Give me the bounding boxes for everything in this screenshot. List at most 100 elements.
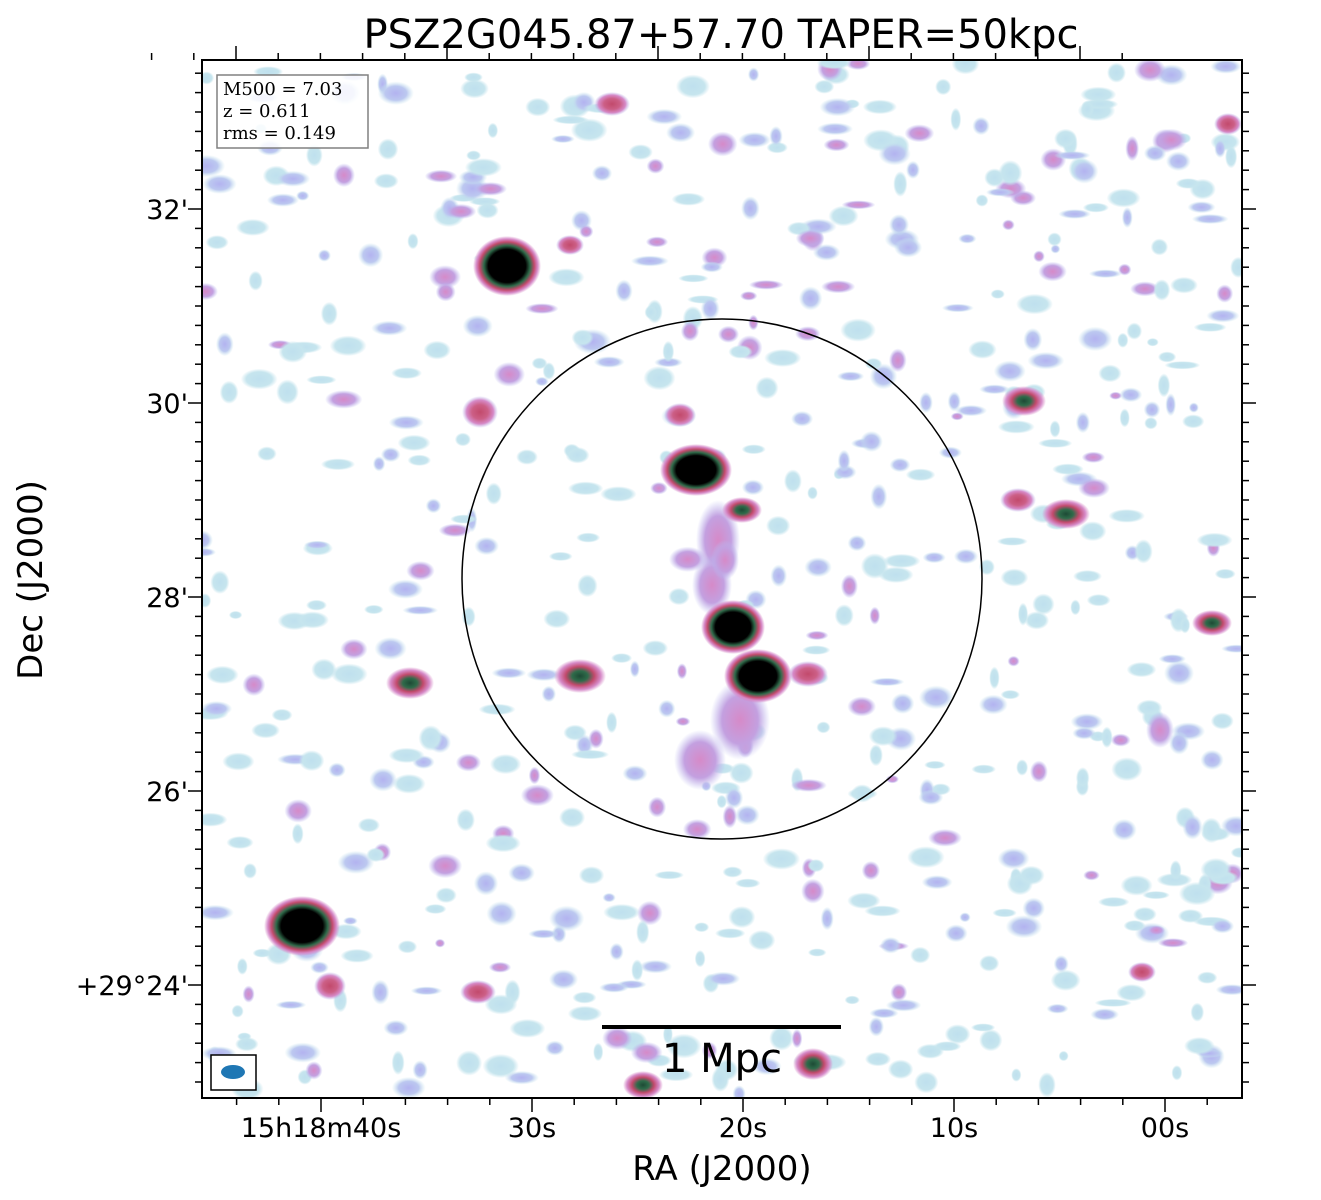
emission-speckle bbox=[1144, 417, 1158, 430]
emission-speckle bbox=[306, 599, 327, 611]
emission-speckle bbox=[770, 564, 788, 588]
emission-speckle bbox=[950, 412, 964, 421]
emission-speckle bbox=[1200, 857, 1232, 882]
emission-speckle bbox=[369, 767, 398, 792]
info-m500: M500 = 7.03 bbox=[223, 79, 342, 100]
y-tick-label: +29°24' bbox=[76, 971, 188, 1002]
emission-speckle bbox=[482, 1053, 519, 1079]
emission-speckle bbox=[1038, 1072, 1056, 1098]
emission-speckle bbox=[798, 286, 823, 311]
emission-speckle bbox=[486, 901, 517, 927]
emission-speckle bbox=[333, 163, 355, 188]
y-axis-label: Dec (J2000) bbox=[11, 480, 51, 680]
emission-speckle bbox=[311, 658, 337, 681]
emission-speckle bbox=[1080, 100, 1095, 118]
emission-speckle bbox=[950, 107, 962, 131]
emission-speckle bbox=[834, 604, 854, 627]
emission-speckle bbox=[642, 640, 669, 657]
emission-speckle bbox=[528, 766, 541, 785]
radio-source bbox=[554, 659, 606, 693]
emission-speckle bbox=[296, 611, 329, 629]
emission-speckle bbox=[305, 1061, 323, 1080]
emission-speckle bbox=[951, 60, 980, 75]
emission-speckle bbox=[202, 530, 213, 550]
emission-speckle bbox=[864, 357, 883, 370]
emission-speckle bbox=[251, 722, 280, 739]
emission-speckle bbox=[484, 994, 518, 1015]
scale-bar-label: 1 Mpc bbox=[662, 1036, 782, 1082]
emission-speckle bbox=[639, 959, 672, 974]
emission-speckle bbox=[571, 329, 594, 347]
emission-speckle bbox=[1111, 757, 1143, 782]
emission-speckle bbox=[890, 983, 908, 1002]
emission-speckle bbox=[609, 942, 624, 961]
emission-speckle bbox=[666, 1033, 702, 1059]
x-tick-label: 30s bbox=[508, 1113, 556, 1144]
emission-speckle bbox=[675, 716, 691, 727]
emission-speckle bbox=[891, 693, 915, 714]
emission-speckle bbox=[1157, 373, 1171, 398]
emission-speckle bbox=[1033, 250, 1045, 263]
emission-speckle bbox=[662, 1024, 673, 1045]
emission-speckle bbox=[1078, 521, 1107, 542]
emission-speckle bbox=[678, 274, 709, 283]
emission-speckle bbox=[438, 523, 472, 538]
emission-speckle bbox=[487, 122, 499, 139]
emission-speckle bbox=[455, 753, 482, 772]
emission-speckle bbox=[722, 866, 743, 878]
emission-speckle bbox=[235, 218, 270, 236]
emission-speckle bbox=[997, 420, 1035, 434]
emission-speckle bbox=[567, 1005, 603, 1022]
emission-speckle bbox=[628, 144, 653, 161]
radio-source bbox=[724, 649, 792, 703]
emission-speckle bbox=[1046, 1003, 1069, 1014]
emission-speckle bbox=[918, 789, 944, 806]
radio-source bbox=[1002, 386, 1046, 416]
emission-speckle bbox=[391, 1050, 405, 1075]
axis-ticks bbox=[150, 46, 1256, 1112]
emission-speckle bbox=[202, 904, 234, 921]
emission-speckle bbox=[790, 778, 827, 792]
x-tick-label: 10s bbox=[930, 1113, 978, 1144]
emission-speckle bbox=[717, 325, 740, 343]
emission-speckle bbox=[868, 726, 898, 747]
radio-source bbox=[1214, 113, 1242, 135]
emission-speckle bbox=[1080, 86, 1117, 103]
emission-speckle bbox=[364, 604, 384, 615]
emission-speckle bbox=[914, 1071, 939, 1094]
x-axis: 15h18m40s 30s 20s 10s 00s RA (J2000) bbox=[241, 1113, 1190, 1189]
emission-speckle bbox=[997, 847, 1030, 870]
emission-speckle bbox=[1054, 150, 1091, 160]
emission-speckle bbox=[525, 303, 559, 314]
emission-speckle bbox=[1184, 1037, 1215, 1055]
emission-speckle bbox=[424, 169, 458, 183]
emission-speckle bbox=[860, 553, 889, 579]
emission-speckle bbox=[402, 605, 439, 615]
emission-speckle bbox=[1038, 438, 1073, 448]
emission-speckle bbox=[840, 574, 859, 599]
emission-speckle bbox=[716, 794, 727, 809]
emission-speckle bbox=[525, 97, 551, 117]
emission-speckle bbox=[602, 892, 616, 903]
emission-speckle bbox=[1086, 594, 1111, 607]
emission-speckle bbox=[508, 863, 535, 883]
emission-speckle bbox=[741, 444, 766, 455]
emission-speckle bbox=[802, 645, 831, 655]
emission-speckle bbox=[298, 750, 325, 772]
emission-speckle bbox=[654, 357, 683, 368]
emission-speckle bbox=[1027, 351, 1065, 370]
emission-speckle bbox=[340, 638, 368, 660]
emission-speckle bbox=[910, 946, 931, 964]
emission-speckle bbox=[202, 593, 212, 608]
emission-speckle bbox=[675, 74, 711, 99]
emission-speckle bbox=[317, 249, 331, 262]
emission-speckle bbox=[320, 458, 356, 471]
emission-speckle bbox=[445, 203, 477, 220]
emission-speckle bbox=[1143, 401, 1161, 419]
emission-speckle bbox=[1143, 145, 1167, 162]
emission-speckle bbox=[1126, 661, 1157, 678]
emission-speckle bbox=[325, 390, 363, 409]
emission-speckle bbox=[941, 303, 974, 313]
emission-speckle bbox=[391, 367, 422, 379]
